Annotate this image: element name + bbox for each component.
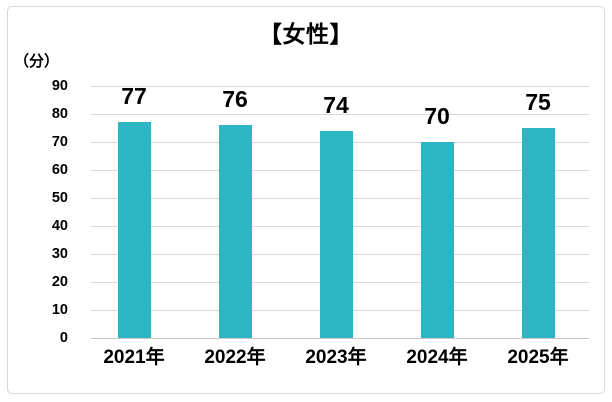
y-axis-unit-label: （分） xyxy=(14,53,60,70)
bar-2024年 xyxy=(420,142,454,338)
bar-2025年 xyxy=(521,128,555,338)
gridline xyxy=(91,86,589,87)
x-tick-label: 2021年 xyxy=(103,347,165,368)
chart-frame xyxy=(7,6,605,394)
y-tick-label: 40 xyxy=(51,218,68,234)
bar-value-label: 76 xyxy=(222,86,248,112)
y-tick-label: 50 xyxy=(51,190,68,206)
y-tick-label: 80 xyxy=(51,106,68,122)
bar-value-label: 74 xyxy=(323,92,349,118)
bar-value-label: 70 xyxy=(424,103,450,129)
bar-2022年 xyxy=(218,125,252,338)
x-tick-label: 2023年 xyxy=(305,347,367,368)
x-tick-label: 2024年 xyxy=(406,347,468,368)
bar-value-label: 75 xyxy=(525,89,551,115)
x-tick-label: 2025年 xyxy=(507,347,569,368)
y-tick-label: 30 xyxy=(51,246,68,262)
bar-2023年 xyxy=(319,131,353,338)
bar-value-label: 77 xyxy=(121,83,147,109)
x-tick-label: 2022年 xyxy=(204,347,266,368)
y-tick-label: 20 xyxy=(51,274,68,290)
x-axis-line xyxy=(91,338,589,339)
y-tick-label: 90 xyxy=(51,78,68,94)
y-tick-label: 60 xyxy=(51,162,68,178)
y-tick-label: 10 xyxy=(51,302,68,318)
chart-title: 【女性】 xyxy=(259,21,353,47)
y-tick-label: 0 xyxy=(59,330,68,346)
gridline xyxy=(91,114,589,115)
bar-2021年 xyxy=(117,122,151,338)
y-tick-label: 70 xyxy=(51,134,68,150)
